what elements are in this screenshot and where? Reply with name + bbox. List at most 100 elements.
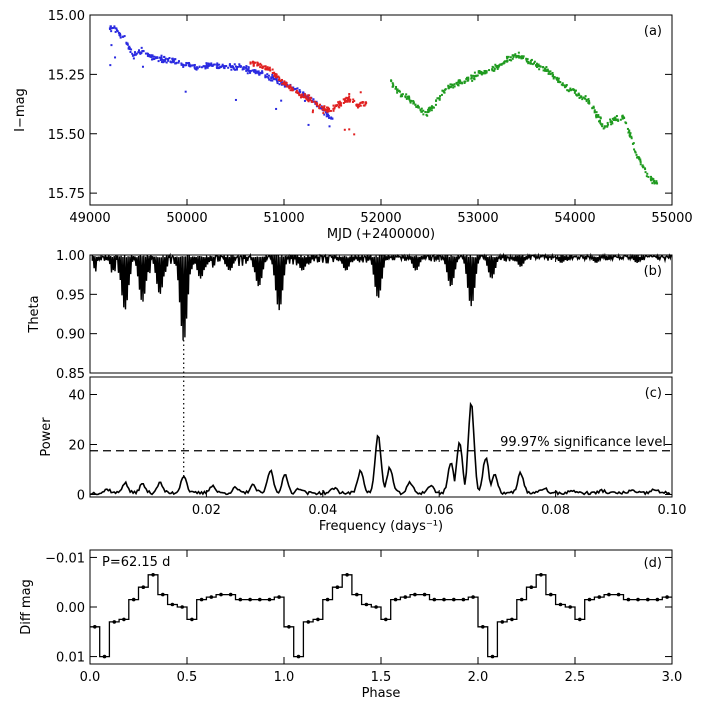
data-point bbox=[211, 64, 214, 67]
data-point bbox=[270, 76, 273, 79]
data-point bbox=[639, 160, 642, 163]
data-point bbox=[265, 67, 268, 70]
data-point bbox=[259, 66, 262, 69]
data-point bbox=[651, 177, 654, 180]
y-tick-label: −0.01 bbox=[45, 551, 85, 566]
data-point bbox=[302, 93, 305, 96]
data-point bbox=[329, 109, 332, 112]
data-point bbox=[453, 85, 456, 88]
phase-point bbox=[587, 597, 592, 602]
data-point bbox=[655, 180, 658, 183]
data-point bbox=[646, 172, 649, 175]
data-point bbox=[167, 59, 170, 62]
data-point bbox=[441, 89, 444, 92]
data-point bbox=[581, 98, 584, 101]
data-point bbox=[238, 63, 241, 66]
data-point bbox=[359, 104, 362, 107]
data-point bbox=[269, 69, 272, 72]
data-point bbox=[160, 54, 163, 57]
phase-histogram bbox=[90, 574, 672, 658]
data-point bbox=[280, 81, 283, 84]
data-point bbox=[563, 84, 566, 87]
data-point bbox=[160, 61, 163, 64]
data-point bbox=[561, 82, 564, 85]
data-point bbox=[409, 101, 412, 104]
data-point bbox=[319, 103, 322, 106]
y-axis-label: I−mag bbox=[13, 88, 28, 132]
phase-point bbox=[490, 654, 495, 659]
data-point bbox=[281, 82, 284, 85]
data-point bbox=[351, 100, 354, 103]
y-tick-label: 1.00 bbox=[56, 249, 85, 264]
data-point bbox=[216, 62, 219, 65]
data-point bbox=[552, 76, 555, 79]
data-point bbox=[271, 79, 274, 82]
data-point bbox=[310, 100, 313, 103]
data-point bbox=[542, 66, 545, 69]
data-point bbox=[553, 76, 556, 79]
data-point bbox=[607, 123, 610, 126]
data-point bbox=[337, 102, 340, 105]
data-point-outlier bbox=[114, 56, 117, 59]
data-point bbox=[546, 68, 549, 71]
data-point bbox=[579, 95, 582, 98]
phase-point bbox=[131, 597, 136, 602]
data-point bbox=[123, 35, 126, 38]
data-point bbox=[424, 110, 427, 113]
data-point bbox=[144, 52, 147, 55]
data-point bbox=[510, 59, 513, 62]
data-point bbox=[597, 114, 600, 117]
data-point bbox=[264, 74, 267, 77]
data-point bbox=[310, 99, 313, 102]
phase-point bbox=[616, 592, 621, 597]
data-point-outlier bbox=[328, 125, 331, 128]
phase-point bbox=[190, 617, 194, 622]
data-point-outlier bbox=[312, 109, 315, 112]
data-point bbox=[520, 55, 523, 58]
data-point bbox=[654, 181, 657, 184]
y-axis-label: Power bbox=[39, 417, 54, 457]
data-point bbox=[256, 71, 259, 74]
data-point bbox=[343, 99, 346, 102]
data-point bbox=[656, 182, 659, 185]
data-point bbox=[606, 121, 609, 124]
x-tick-label: 53000 bbox=[457, 211, 498, 226]
data-point bbox=[525, 59, 528, 62]
x-tick-label: 52000 bbox=[360, 211, 401, 226]
data-point bbox=[253, 69, 256, 72]
data-point bbox=[221, 64, 224, 67]
x-tick-label: 55000 bbox=[651, 211, 692, 226]
data-point bbox=[297, 92, 300, 95]
data-point bbox=[348, 100, 351, 103]
data-point bbox=[449, 83, 452, 86]
data-point bbox=[321, 108, 324, 111]
data-point bbox=[394, 87, 397, 90]
data-point bbox=[271, 73, 274, 76]
data-point bbox=[628, 129, 631, 132]
data-point bbox=[535, 65, 538, 68]
x-tick-label: 3.0 bbox=[662, 670, 683, 685]
data-point bbox=[330, 117, 333, 120]
data-point bbox=[455, 81, 458, 84]
series-1-points bbox=[108, 25, 334, 128]
data-point bbox=[177, 61, 180, 64]
data-point bbox=[322, 107, 325, 110]
x-tick-label: 0.5 bbox=[177, 670, 198, 685]
data-point bbox=[430, 105, 433, 108]
data-point bbox=[285, 81, 288, 84]
phase-point bbox=[481, 625, 485, 629]
data-point bbox=[575, 93, 578, 96]
phase-point bbox=[345, 573, 349, 577]
data-point bbox=[260, 64, 263, 67]
panel-label: (a) bbox=[644, 24, 662, 39]
data-point bbox=[561, 84, 564, 87]
y-tick-label: 0.95 bbox=[56, 288, 85, 303]
data-point bbox=[613, 117, 616, 120]
data-point bbox=[220, 65, 223, 68]
phase-point bbox=[248, 597, 252, 602]
data-point bbox=[146, 52, 149, 55]
data-point-outlier bbox=[246, 68, 249, 71]
data-point bbox=[300, 94, 303, 97]
data-point bbox=[355, 103, 358, 106]
data-point bbox=[511, 57, 514, 60]
